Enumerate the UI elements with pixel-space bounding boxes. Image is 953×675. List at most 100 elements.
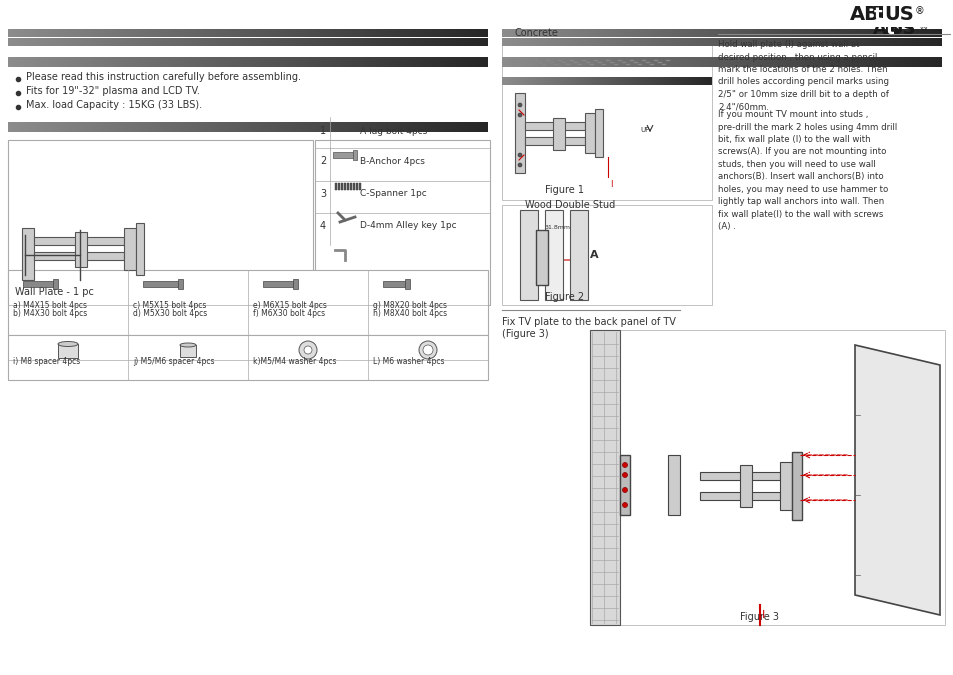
Text: 1: 1 bbox=[319, 126, 326, 136]
Text: c) M5X15 bolt 4pcs: c) M5X15 bolt 4pcs bbox=[132, 301, 206, 310]
Circle shape bbox=[418, 341, 436, 359]
Text: e) M6X15 bolt 4pcs: e) M6X15 bolt 4pcs bbox=[253, 301, 327, 310]
Text: A-lag bolt 4pcs: A-lag bolt 4pcs bbox=[359, 126, 427, 136]
Bar bbox=[143, 281, 178, 287]
Circle shape bbox=[517, 163, 521, 167]
Bar bbox=[353, 150, 356, 160]
Text: I: I bbox=[761, 610, 764, 620]
Bar bbox=[584, 113, 595, 153]
Text: 4: 4 bbox=[319, 221, 326, 231]
Bar bbox=[337, 183, 339, 190]
Bar bbox=[553, 118, 564, 150]
Bar bbox=[840, 3, 949, 27]
Bar bbox=[34, 237, 124, 245]
Text: US: US bbox=[883, 5, 913, 24]
Bar bbox=[124, 228, 136, 270]
Bar bbox=[791, 452, 801, 520]
Text: 3: 3 bbox=[319, 189, 326, 199]
Circle shape bbox=[304, 346, 312, 354]
Bar bbox=[344, 183, 346, 190]
Bar bbox=[536, 230, 547, 285]
Bar bbox=[263, 281, 293, 287]
Text: If you mount TV mount into studs ,
pre-drill the mark 2 holes using 4mm drill
bi: If you mount TV mount into studs , pre-d… bbox=[718, 110, 897, 232]
Text: g) M8X20 bolt 4pcs: g) M8X20 bolt 4pcs bbox=[373, 301, 447, 310]
Text: Figure 2: Figure 2 bbox=[545, 292, 584, 302]
Text: Hold wall plate (I) against wall at
desired position , then using a pencil
mark : Hold wall plate (I) against wall at desi… bbox=[718, 40, 888, 111]
Bar bbox=[524, 137, 584, 145]
Circle shape bbox=[622, 487, 627, 493]
Text: t: t bbox=[884, 20, 893, 38]
Bar bbox=[358, 183, 360, 190]
Text: C-Spanner 1pc: C-Spanner 1pc bbox=[359, 190, 426, 198]
Bar bbox=[350, 183, 352, 190]
Ellipse shape bbox=[180, 343, 195, 347]
Circle shape bbox=[422, 345, 433, 355]
Text: I: I bbox=[609, 180, 612, 189]
Bar bbox=[314, 140, 490, 305]
Text: Fix TV plate to the back panel of TV
(Figure 3): Fix TV plate to the back panel of TV (Fi… bbox=[501, 317, 675, 339]
Bar bbox=[619, 455, 629, 515]
Bar bbox=[700, 472, 780, 480]
Bar bbox=[335, 183, 336, 190]
Text: h) M8X40 bolt 4pcs: h) M8X40 bolt 4pcs bbox=[373, 309, 447, 318]
Bar bbox=[382, 281, 405, 287]
Circle shape bbox=[622, 502, 627, 508]
Polygon shape bbox=[854, 345, 939, 615]
Bar bbox=[180, 345, 195, 357]
Bar bbox=[544, 210, 562, 300]
Text: d) M5X30 bolt 4pcs: d) M5X30 bolt 4pcs bbox=[132, 309, 207, 318]
Text: L) M6 washer 4pcs: L) M6 washer 4pcs bbox=[373, 357, 444, 366]
Text: Wall Plate - 1 pc: Wall Plate - 1 pc bbox=[15, 287, 93, 297]
Bar bbox=[873, 6, 882, 18]
Bar bbox=[8, 140, 313, 305]
Bar bbox=[8, 270, 488, 335]
Bar bbox=[178, 279, 183, 289]
Bar bbox=[569, 210, 587, 300]
Text: ®: ® bbox=[914, 6, 923, 16]
Bar bbox=[23, 281, 53, 287]
Text: ®: ® bbox=[918, 22, 928, 32]
Bar bbox=[8, 335, 488, 380]
Bar bbox=[75, 232, 87, 267]
Circle shape bbox=[622, 472, 627, 477]
Text: Figure 3: Figure 3 bbox=[740, 612, 779, 622]
Text: b) M4X30 bolt 4pcs: b) M4X30 bolt 4pcs bbox=[13, 309, 87, 318]
Bar bbox=[353, 183, 355, 190]
Circle shape bbox=[622, 462, 627, 468]
Bar bbox=[34, 252, 124, 260]
Bar bbox=[58, 344, 78, 358]
Bar bbox=[347, 183, 349, 190]
Bar bbox=[740, 465, 751, 507]
Bar bbox=[293, 279, 297, 289]
Text: 2: 2 bbox=[319, 156, 326, 166]
Text: j) M5/M6 spacer 4pcs: j) M5/M6 spacer 4pcs bbox=[132, 357, 214, 366]
Bar bbox=[333, 152, 353, 158]
Text: UP: UP bbox=[639, 127, 649, 133]
Bar bbox=[405, 279, 410, 289]
Bar bbox=[515, 93, 524, 173]
Text: Wood Double Stud: Wood Double Stud bbox=[524, 200, 615, 210]
Text: B-Anchor 4pcs: B-Anchor 4pcs bbox=[359, 157, 424, 165]
Bar bbox=[589, 330, 944, 625]
Text: Max. load Capacity : 15KG (33 LBS).: Max. load Capacity : 15KG (33 LBS). bbox=[26, 100, 202, 110]
Bar bbox=[136, 223, 144, 275]
Bar bbox=[519, 210, 537, 300]
Bar bbox=[667, 455, 679, 515]
Text: Please read this instruction carefully before assembling.: Please read this instruction carefully b… bbox=[26, 72, 301, 82]
Circle shape bbox=[517, 113, 521, 117]
Bar bbox=[501, 205, 711, 305]
Circle shape bbox=[298, 341, 316, 359]
Text: D-4mm Alley key 1pc: D-4mm Alley key 1pc bbox=[359, 221, 456, 230]
Text: AB: AB bbox=[872, 20, 899, 38]
Bar bbox=[595, 109, 602, 157]
Bar bbox=[885, 22, 893, 34]
Text: t: t bbox=[873, 6, 882, 24]
Circle shape bbox=[517, 153, 521, 157]
Bar bbox=[524, 122, 584, 130]
Bar bbox=[700, 492, 780, 500]
Text: k)M5/M4 washer 4pcs: k)M5/M4 washer 4pcs bbox=[253, 357, 336, 366]
Text: A: A bbox=[589, 250, 598, 260]
Text: 31.8mm: 31.8mm bbox=[544, 225, 571, 230]
Bar bbox=[22, 228, 34, 280]
Text: a) M4X15 bolt 4pcs: a) M4X15 bolt 4pcs bbox=[13, 301, 87, 310]
